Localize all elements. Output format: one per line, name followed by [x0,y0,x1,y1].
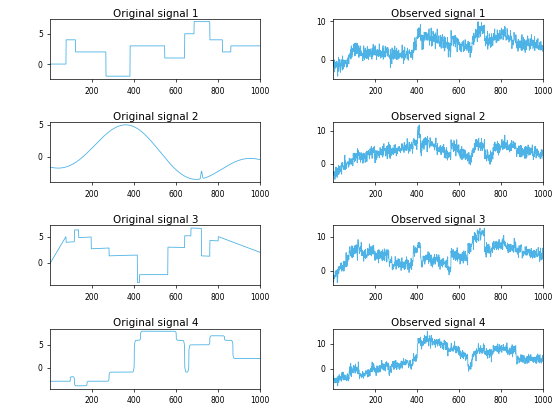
Title: Original signal 4: Original signal 4 [113,318,198,328]
Title: Original signal 2: Original signal 2 [113,112,198,122]
Title: Original signal 3: Original signal 3 [113,215,198,225]
Title: Observed signal 1: Observed signal 1 [391,9,486,19]
Title: Original signal 1: Original signal 1 [113,9,198,19]
Title: Observed signal 3: Observed signal 3 [391,215,486,225]
Title: Observed signal 2: Observed signal 2 [391,112,486,122]
Title: Observed signal 4: Observed signal 4 [391,318,486,328]
